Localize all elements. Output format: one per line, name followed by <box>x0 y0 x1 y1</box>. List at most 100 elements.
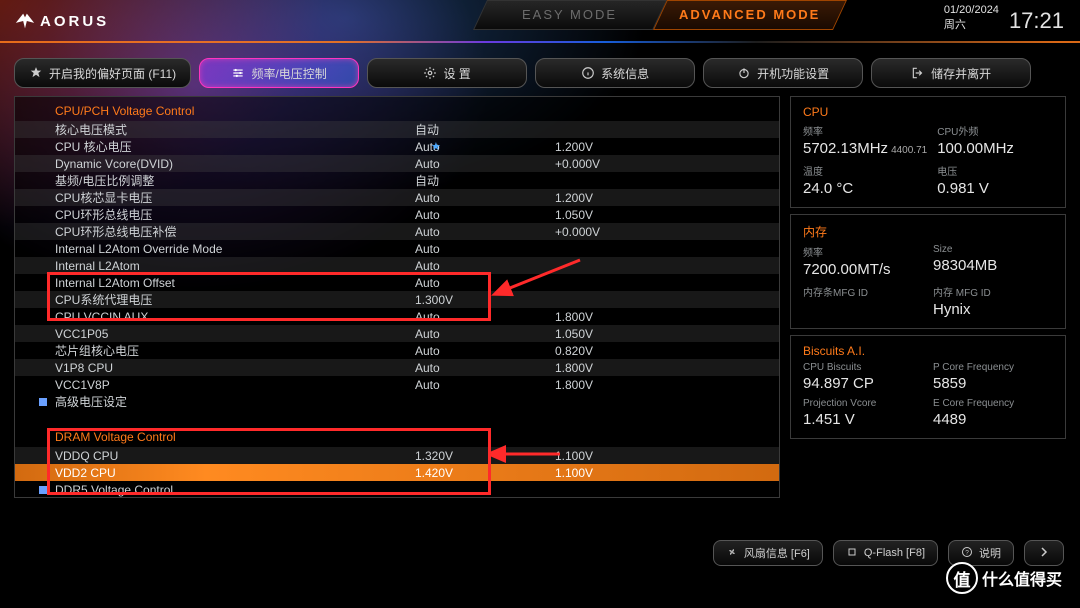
setting-label: CPU环形总线电压 <box>55 206 415 223</box>
side-ai-title: Biscuits A.I. <box>803 344 1053 358</box>
mem-dram-mfg: Hynix <box>933 301 1053 318</box>
header: AORUS EASY MODE ADVANCED MODE 01/20/2024… <box>0 0 1080 42</box>
setting-value: Auto <box>415 276 555 290</box>
sliders-icon <box>231 66 245 80</box>
info-icon <box>581 66 595 80</box>
setting-value: Auto <box>415 327 555 341</box>
nav-save-exit[interactable]: 储存并离开 <box>871 58 1031 88</box>
setting-value: Auto <box>415 378 555 392</box>
mode-tabs: EASY MODE ADVANCED MODE <box>480 0 840 30</box>
ai-pcore: 5859 <box>933 375 1053 392</box>
help-icon: ? <box>961 546 973 561</box>
expand-icon <box>39 486 47 494</box>
exit-icon <box>911 66 925 80</box>
expand-icon <box>39 398 47 406</box>
setting-value: 1.320V <box>415 449 555 463</box>
ai-cp: 94.897 CP <box>803 375 923 392</box>
footer-qflash-button[interactable]: Q-Flash [F8] <box>833 540 938 566</box>
nav-boot-label: 开机功能设置 <box>757 65 829 82</box>
ai-pv: 1.451 V <box>803 411 923 428</box>
chip-icon <box>846 546 858 561</box>
brand-logo: AORUS <box>14 10 109 32</box>
setting-row[interactable]: ★CPU 核心电压Auto1.200V <box>15 138 779 155</box>
cpu-temp: 24.0 °C <box>803 180 927 197</box>
setting-label: CPU 核心电压 <box>55 138 415 155</box>
setting-default: +0.000V <box>555 157 695 171</box>
setting-value: Auto <box>415 242 555 256</box>
setting-row[interactable]: CPU VCCIN AUXAuto1.800V <box>15 308 779 325</box>
setting-row[interactable]: CPU核芯显卡电压Auto1.200V <box>15 189 779 206</box>
section-cpu-pch: CPU/PCH Voltage Control <box>15 101 779 121</box>
nav-save-label: 储存并离开 <box>931 65 991 82</box>
setting-default: 1.200V <box>555 191 695 205</box>
setting-row[interactable]: Dynamic Vcore(DVID)Auto+0.000V <box>15 155 779 172</box>
setting-default: +0.000V <box>555 225 695 239</box>
nav-tweaker-label: 频率/电压控制 <box>251 65 326 82</box>
setting-value: 自动 <box>415 121 555 138</box>
setting-row[interactable]: VCC1P05Auto1.050V <box>15 325 779 342</box>
setting-value: Auto <box>415 259 555 273</box>
side-panel: CPU 频率 5702.13MHz4400.71 CPU外频 100.00MHz… <box>790 96 1066 498</box>
clock-time: 17:21 <box>1009 10 1064 32</box>
setting-row[interactable]: Internal L2AtomAuto <box>15 257 779 274</box>
setting-row[interactable]: VDD2 CPU1.420V1.100V <box>15 464 779 481</box>
nav-favorites[interactable]: 开启我的偏好页面 (F11) <box>14 58 191 88</box>
setting-default: 1.100V <box>555 466 695 480</box>
setting-row[interactable]: 芯片组核心电压Auto0.820V <box>15 342 779 359</box>
setting-default: 1.800V <box>555 310 695 324</box>
cpu-frequency: 5702.13MHz4400.71 <box>803 140 927 157</box>
setting-row[interactable]: CPU系统代理电压1.300V <box>15 291 779 308</box>
section-ddr5[interactable]: DDR5 Voltage Control <box>15 481 779 498</box>
setting-value: 1.300V <box>415 293 555 307</box>
setting-row[interactable]: 基频/电压比例调整自动 <box>15 172 779 189</box>
setting-label: CPU环形总线电压补偿 <box>55 223 415 240</box>
setting-label: Dynamic Vcore(DVID) <box>55 157 415 171</box>
eagle-icon <box>14 10 36 32</box>
chevron-right-icon <box>1038 546 1050 561</box>
mode-tab-easy[interactable]: EASY MODE <box>473 0 667 30</box>
fan-icon <box>726 546 738 561</box>
side-memory: 内存 频率 7200.00MT/s Size 98304MB 内存条MFG ID… <box>790 214 1066 329</box>
watermark: 值 什么值得买 <box>946 562 1062 594</box>
setting-row[interactable]: CPU环形总线电压补偿Auto+0.000V <box>15 223 779 240</box>
footer-fan-button[interactable]: 风扇信息 [F6] <box>713 540 823 566</box>
watermark-badge: 值 <box>946 562 978 594</box>
setting-default: 1.800V <box>555 378 695 392</box>
setting-default: 1.800V <box>555 361 695 375</box>
setting-label: Internal L2Atom Offset <box>55 276 415 290</box>
setting-default: 1.100V <box>555 449 695 463</box>
side-memory-title: 内存 <box>803 223 1053 240</box>
mode-tab-advanced[interactable]: ADVANCED MODE <box>653 0 847 30</box>
setting-default: 1.050V <box>555 327 695 341</box>
setting-label: VDDQ CPU <box>55 449 415 463</box>
side-ai: Biscuits A.I. CPU Biscuits 94.897 CP P C… <box>790 335 1066 439</box>
setting-value: Auto <box>415 344 555 358</box>
setting-row[interactable]: VCC1V8PAuto1.800V <box>15 376 779 393</box>
nav-sysinfo[interactable]: 系统信息 <box>535 58 695 88</box>
header-divider <box>0 41 1080 43</box>
section-dram: DRAM Voltage Control <box>15 427 779 447</box>
setting-row[interactable]: Internal L2Atom OffsetAuto <box>15 274 779 291</box>
setting-row[interactable]: Internal L2Atom Override ModeAuto <box>15 240 779 257</box>
svg-text:?: ? <box>965 549 969 556</box>
nav-tweaker[interactable]: 频率/电压控制 <box>199 58 359 88</box>
mem-frequency: 7200.00MT/s <box>803 261 923 278</box>
setting-label: VCC1V8P <box>55 378 415 392</box>
setting-default: 1.050V <box>555 208 695 222</box>
setting-label: VDD2 CPU <box>55 466 415 480</box>
setting-row[interactable]: CPU环形总线电压Auto1.050V <box>15 206 779 223</box>
setting-row[interactable]: VDDQ CPU1.320V1.100V <box>15 447 779 464</box>
setting-label: 芯片组核心电压 <box>55 342 415 359</box>
nav-boot[interactable]: 开机功能设置 <box>703 58 863 88</box>
setting-row[interactable]: V1P8 CPUAuto1.800V <box>15 359 779 376</box>
cpu-bclk: 100.00MHz <box>937 140 1053 157</box>
section-advanced-voltage[interactable]: 高级电压设定 <box>15 393 779 410</box>
nav-sysinfo-label: 系统信息 <box>601 65 649 82</box>
brand-text: AORUS <box>40 13 109 30</box>
setting-value: Auto <box>415 361 555 375</box>
mem-size: 98304MB <box>933 257 1053 274</box>
setting-row[interactable]: 核心电压模式自动 <box>15 121 779 138</box>
nav-settings[interactable]: 设 置 <box>367 58 527 88</box>
clock-weekday: 周六 <box>944 16 999 32</box>
star-icon <box>29 66 43 80</box>
